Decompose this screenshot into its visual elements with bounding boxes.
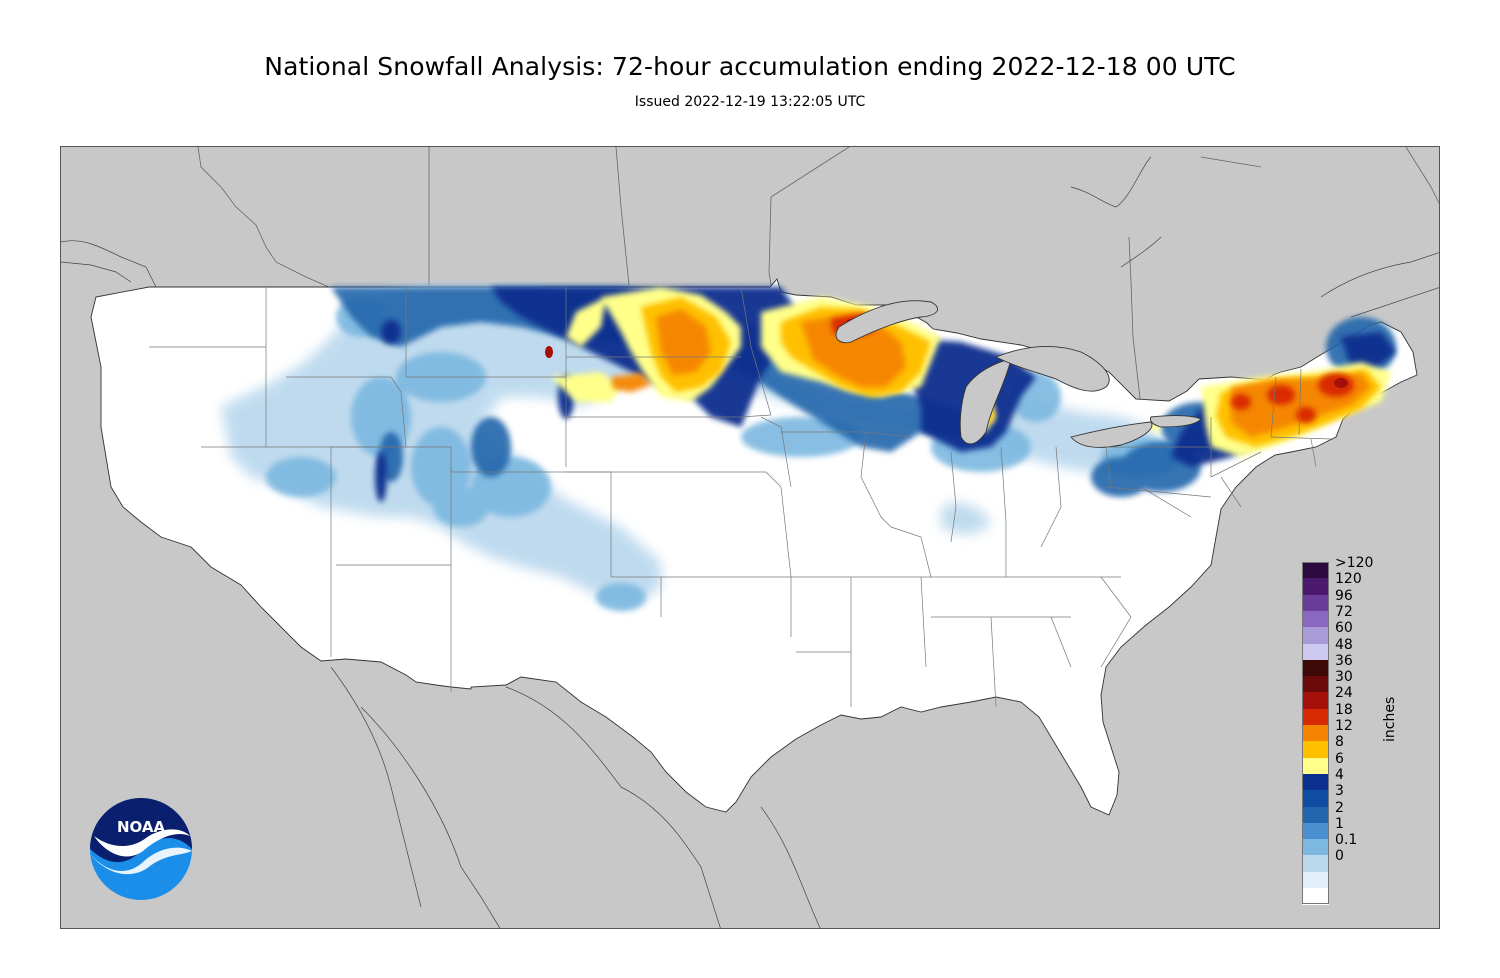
great-lakes [835,300,1202,448]
legend-swatch [1302,855,1329,873]
legend: >120 120 96 72 60 48 36 30 24 18 12 8 6 4 3 2 1 0.1 0 [1302,556,1500,905]
legend-label: >120 [1335,555,1374,571]
legend-label: 120 [1335,571,1362,588]
legend-swatch [1302,708,1329,726]
noaa-logo-text: NOAA [117,818,166,836]
legend-swatch [1302,839,1329,856]
legend-swatch [1302,790,1329,807]
legend-label: 8 [1335,734,1344,751]
legend-swatch [1302,888,1329,905]
legend-swatch [1302,578,1329,596]
legend-swatch [1302,659,1329,677]
legend-label: 96 [1335,587,1353,604]
legend-label: 6 [1335,750,1344,767]
legend-border [1302,562,1329,905]
legend-swatch [1302,627,1329,644]
coastline-hints [61,156,1439,928]
snowfall-map [60,146,1440,929]
legend-label: 12 [1335,718,1353,734]
noaa-logo: NOAA [90,798,192,900]
legend-label: 1 [1335,815,1344,832]
legend-swatch [1302,725,1329,742]
legend-swatch [1302,773,1329,791]
legend-label: 48 [1335,636,1353,653]
canada-borders [197,147,1439,408]
legend-label: 3 [1335,783,1344,800]
legend-units-label: inches [1382,696,1398,742]
legend-swatch [1302,871,1329,889]
legend-swatch [1302,806,1329,824]
snowfall-overlay [221,287,1396,611]
legend-swatch [1302,741,1329,759]
legend-label: 0 [1335,848,1344,865]
legend-label: 36 [1335,652,1353,669]
legend-swatch [1302,822,1329,840]
legend-swatch [1302,594,1329,612]
legend-label: 72 [1335,603,1353,620]
legend-swatch [1302,643,1329,661]
legend-swatch [1302,692,1329,710]
legend-label: 18 [1335,701,1353,718]
state-borders [149,286,1332,708]
map-title: National Snowfall Analysis: 72-hour accu… [264,52,1236,81]
legend-label: 30 [1335,669,1353,686]
legend-label: 2 [1335,799,1344,816]
issued-timestamp: Issued 2022-12-19 13:22:05 UTC [634,94,866,110]
legend-label: 60 [1335,620,1353,637]
legend-label: 24 [1335,685,1353,702]
legend-label: 4 [1335,766,1344,783]
legend-swatch [1302,757,1329,775]
legend-swatch [1302,610,1329,628]
legend-swatch [1302,562,1329,579]
map-canvas [61,147,1439,928]
legend-swatch [1302,676,1329,693]
legend-label: 0.1 [1335,832,1358,849]
